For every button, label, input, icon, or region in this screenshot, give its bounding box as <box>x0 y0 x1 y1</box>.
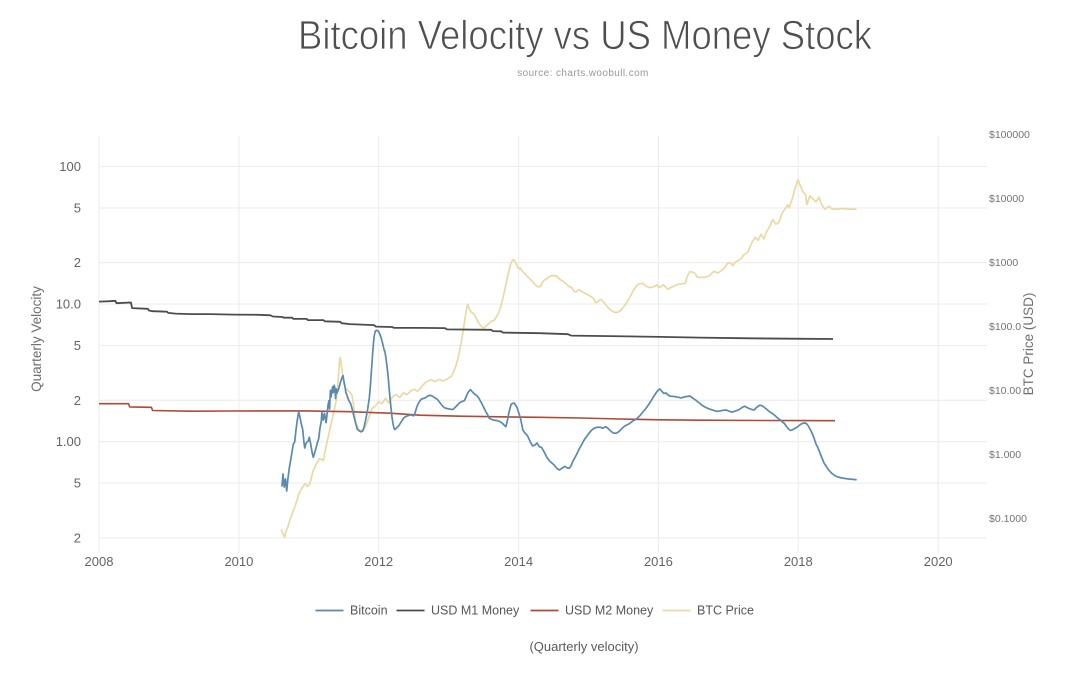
svg-text:Quarterly Velocity: Quarterly Velocity <box>29 286 44 392</box>
svg-text:$100000: $100000 <box>989 129 1030 141</box>
svg-text:BTC Price (USD): BTC Price (USD) <box>1021 293 1036 396</box>
svg-text:USD M2 Money: USD M2 Money <box>565 604 654 618</box>
svg-text:2010: 2010 <box>224 554 253 569</box>
svg-text:2: 2 <box>74 393 81 408</box>
svg-text:Bitcoin Velocity vs US Money S: Bitcoin Velocity vs US Money Stock <box>298 12 872 58</box>
svg-text:5: 5 <box>74 338 81 353</box>
svg-text:5: 5 <box>74 476 81 491</box>
svg-text:$10000: $10000 <box>989 193 1024 205</box>
svg-text:5: 5 <box>74 200 81 215</box>
svg-text:source: charts.woobull.com: source: charts.woobull.com <box>517 68 649 79</box>
svg-text:2008: 2008 <box>85 554 114 569</box>
svg-text:USD M1 Money: USD M1 Money <box>431 604 520 618</box>
svg-text:$1000: $1000 <box>989 257 1018 269</box>
svg-text:2: 2 <box>74 255 81 270</box>
svg-text:2018: 2018 <box>784 554 813 569</box>
svg-text:10.0: 10.0 <box>56 297 81 312</box>
svg-text:(Quarterly velocity): (Quarterly velocity) <box>529 639 638 654</box>
svg-text:BTC Price: BTC Price <box>697 604 754 618</box>
svg-text:$100.0: $100.0 <box>989 321 1021 333</box>
svg-text:2020: 2020 <box>924 554 953 569</box>
svg-text:2: 2 <box>74 530 81 545</box>
svg-text:$10.00: $10.00 <box>989 385 1021 397</box>
svg-text:2012: 2012 <box>364 554 393 569</box>
svg-text:2014: 2014 <box>504 554 533 569</box>
svg-text:2016: 2016 <box>644 554 673 569</box>
svg-text:1.00: 1.00 <box>56 434 81 449</box>
svg-text:$1.000: $1.000 <box>989 449 1021 461</box>
svg-text:$0.1000: $0.1000 <box>989 513 1027 525</box>
svg-text:Bitcoin: Bitcoin <box>350 604 388 618</box>
svg-text:100: 100 <box>59 159 81 174</box>
